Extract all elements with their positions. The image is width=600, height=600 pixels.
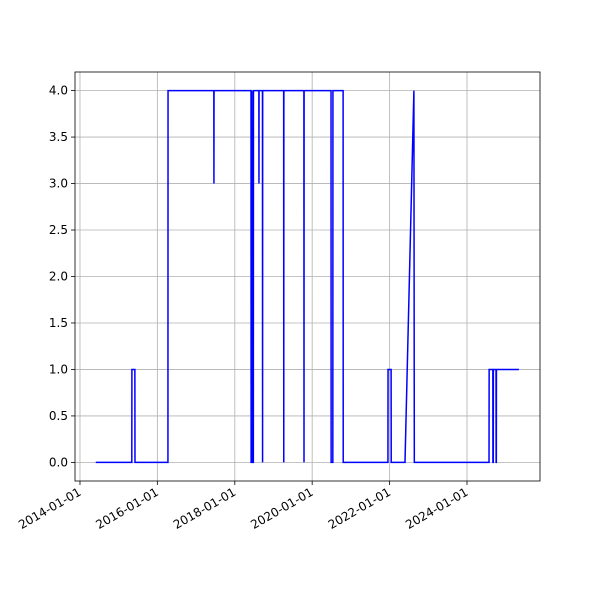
y-tick-label: 2.5 <box>49 223 68 237</box>
y-tick-label: 1.5 <box>49 316 68 330</box>
y-tick-label: 3.5 <box>49 130 68 144</box>
y-tick-label: 4.0 <box>49 84 68 98</box>
y-tick-label: 0.5 <box>49 409 68 423</box>
plot-frame <box>74 71 541 482</box>
data-line <box>95 89 519 464</box>
x-tick-label: 2022-01-01 <box>326 485 393 532</box>
y-tick-label: 2.0 <box>49 270 68 284</box>
x-tick-label: 2016-01-01 <box>93 485 160 532</box>
y-tick-label: 3.0 <box>49 177 68 191</box>
x-tick-label: 2018-01-01 <box>171 485 238 532</box>
x-tick-label: 2020-01-01 <box>248 485 315 532</box>
y-tick-label: 0.0 <box>49 455 68 469</box>
y-tick-label: 1.0 <box>49 362 68 376</box>
x-tick-label: 2024-01-01 <box>403 485 470 532</box>
x-tick-label: 2014-01-01 <box>16 485 83 532</box>
